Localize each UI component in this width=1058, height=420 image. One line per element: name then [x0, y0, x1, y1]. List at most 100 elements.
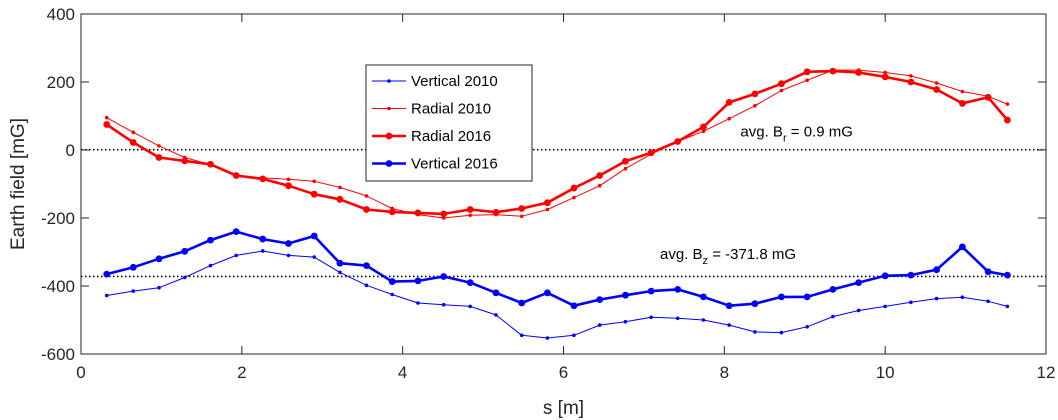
y-tick-label: -400: [41, 277, 75, 296]
data-point: [441, 302, 446, 307]
data-point: [414, 209, 422, 217]
data-point: [984, 268, 992, 276]
y-axis-label: Earth field [mG]: [8, 118, 29, 250]
data-point: [519, 214, 524, 219]
data-point: [544, 199, 551, 207]
data-point: [232, 228, 240, 236]
data-point: [129, 139, 137, 146]
reference-labels: avg. Br = 0.9 mG avg. Bz = -371.8 mG: [660, 123, 853, 266]
data-point: [131, 130, 136, 135]
data-point: [700, 293, 707, 301]
x-tick-label: 8: [720, 363, 729, 382]
series-3: [103, 228, 1011, 310]
data-point: [727, 116, 731, 121]
data-point: [259, 235, 267, 243]
data-point: [958, 243, 966, 251]
axes-layer: 0 2 4 6 8 10 12 -600 -400 -200 0 200 400: [41, 5, 1055, 382]
data-point: [260, 249, 265, 253]
data-point: [364, 283, 369, 288]
data-point: [881, 73, 889, 81]
legend-label: Radial 2010: [411, 101, 491, 118]
data-point: [674, 138, 682, 145]
data-point: [310, 190, 318, 198]
data-point: [518, 299, 526, 307]
data-point: [1005, 304, 1010, 309]
data-point: [208, 263, 213, 268]
data-point: [338, 185, 342, 190]
data-point: [855, 279, 863, 286]
data-point: [909, 74, 913, 78]
data-point: [363, 206, 370, 213]
data-point: [803, 68, 811, 76]
data-point: [855, 69, 863, 76]
data-point: [778, 293, 785, 301]
data-point: [958, 100, 966, 107]
data-point: [883, 304, 887, 309]
x-tick-label: 12: [1037, 363, 1056, 382]
data-point: [803, 293, 811, 301]
data-point: [570, 302, 578, 310]
data-point: [157, 144, 161, 148]
x-tick-label: 0: [76, 363, 85, 382]
x-tick-label: 10: [876, 363, 895, 382]
reference-label-0: avg. Br = 0.9 mG: [740, 123, 852, 144]
data-point: [1005, 102, 1010, 106]
data-point: [104, 115, 109, 120]
data-point: [829, 286, 837, 293]
data-point: [492, 289, 500, 297]
x-tick-label: 4: [398, 363, 407, 382]
data-point: [207, 160, 214, 168]
data-point: [129, 263, 137, 271]
data-point: [725, 302, 733, 310]
data-point: [829, 67, 837, 75]
legend-marker: [385, 160, 393, 167]
data-point: [984, 93, 992, 101]
data-point: [545, 336, 550, 340]
data-point: [779, 330, 784, 335]
data-point: [831, 314, 835, 319]
data-point: [933, 86, 941, 93]
legend-marker: [385, 132, 393, 140]
y-tick-label: 400: [47, 5, 75, 24]
series-2: [103, 67, 1011, 218]
data-point: [466, 279, 474, 286]
data-point: [232, 172, 240, 179]
series-line-2: [105, 69, 1009, 216]
data-point: [181, 247, 189, 255]
data-point: [751, 300, 759, 308]
data-point: [934, 81, 939, 85]
data-point: [286, 253, 291, 258]
data-point: [155, 255, 163, 263]
data-point: [805, 325, 809, 329]
data-point: [468, 213, 473, 218]
data-point: [440, 210, 448, 218]
data-point: [597, 183, 602, 188]
data-point: [518, 205, 526, 212]
legend-item: Vertical 2016: [372, 156, 498, 173]
data-point: [234, 253, 239, 258]
data-point: [157, 285, 161, 290]
data-point: [907, 78, 915, 86]
series-0: [104, 249, 1010, 340]
data-point: [934, 296, 939, 301]
data-point: [596, 296, 604, 303]
data-point: [544, 289, 551, 297]
data-point: [623, 166, 628, 171]
y-tick-label: 0: [66, 141, 75, 160]
data-point: [466, 206, 474, 213]
data-point: [414, 277, 422, 285]
data-point: [131, 289, 136, 293]
legend-box: [365, 64, 533, 182]
data-point: [881, 272, 889, 280]
data-point: [363, 262, 370, 269]
legend-marker: [387, 106, 391, 111]
data-point: [338, 270, 342, 275]
reference-label-1: avg. Bz = -371.8 mG: [660, 246, 796, 267]
legend: Vertical 2010 Radial 2010 Radial 2016 Verti…: [365, 64, 533, 182]
legend-item: Radial 2010: [372, 101, 491, 118]
data-point: [390, 292, 395, 297]
data-point: [700, 123, 707, 131]
data-point: [388, 208, 396, 216]
data-point: [779, 88, 784, 93]
